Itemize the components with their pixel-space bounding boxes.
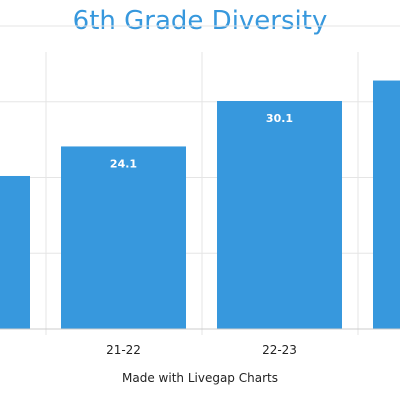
data-label-21-22: 24.1	[110, 157, 137, 170]
x-tick-label-21-22: 21-22	[106, 343, 141, 357]
data-labels: 24.1 30.1	[110, 112, 293, 170]
x-tick-labels: 21-22 22-23	[106, 343, 297, 357]
bar-22-23[interactable]	[217, 100, 342, 330]
bars	[0, 80, 400, 330]
footer-credit: Made with Livegap Charts	[122, 371, 278, 385]
bar-21-22[interactable]	[61, 146, 186, 329]
data-label-22-23: 30.1	[266, 112, 293, 125]
chart-title: 6th Grade Diversity	[72, 6, 328, 36]
bar-23-24[interactable]	[373, 80, 400, 329]
bar-20-21[interactable]	[0, 175, 30, 329]
x-tick-label-22-23: 22-23	[262, 343, 297, 357]
